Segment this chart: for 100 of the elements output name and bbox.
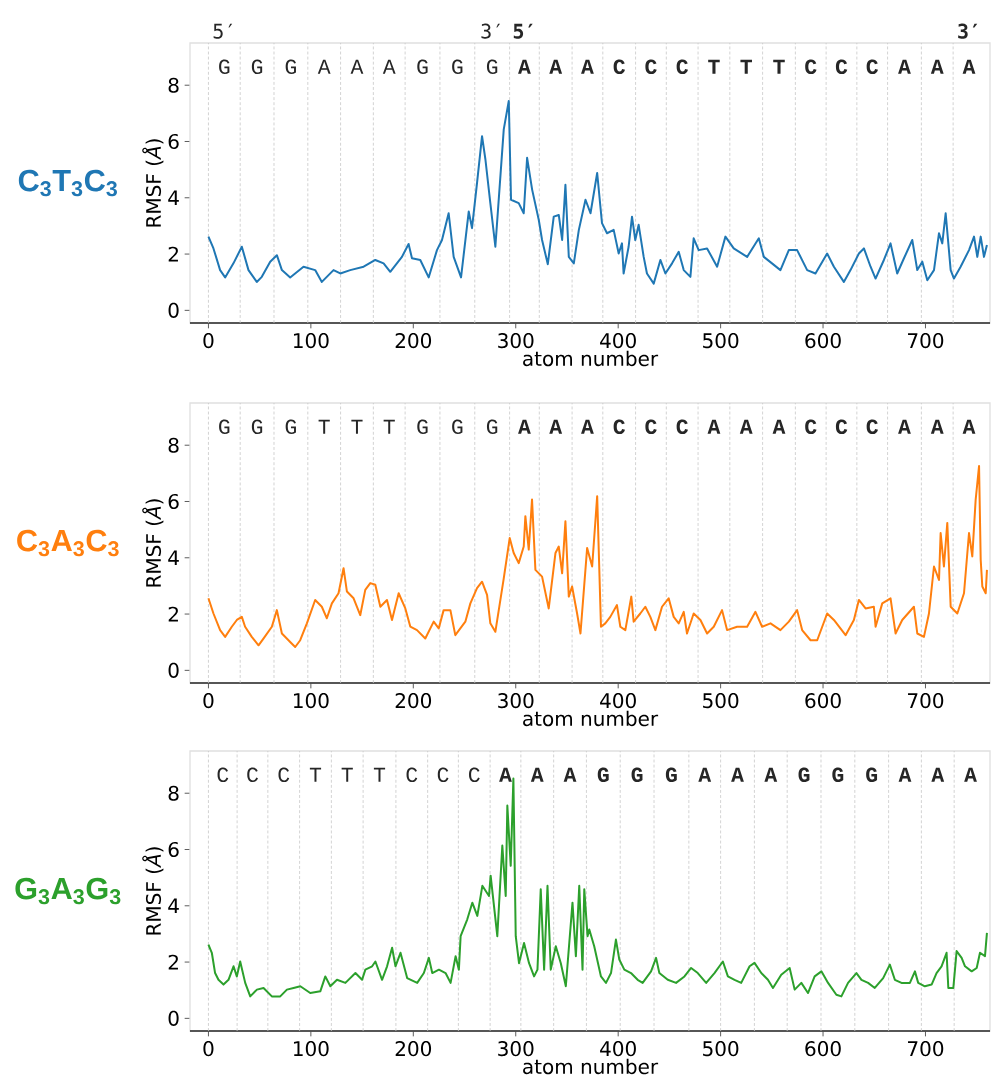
y-tick-label: 2 (168, 606, 178, 622)
annotation: A (898, 767, 912, 782)
x-tick-label: 400 (600, 333, 636, 349)
annotation: A (350, 59, 364, 74)
annotation: G (665, 767, 677, 783)
annotation: A (698, 767, 712, 782)
annotation: T (383, 419, 395, 434)
annotation: A (898, 59, 911, 74)
y-tick-label: 2 (168, 954, 178, 970)
x-tick-label: 0 (203, 333, 214, 349)
text: 5′ (213, 23, 233, 39)
x-tick-label: 300 (498, 1041, 534, 1057)
y-tick-label: 4 (168, 550, 179, 566)
x-tick-label: 100 (293, 1041, 329, 1057)
annotation: A (930, 419, 944, 434)
annotation: C (805, 419, 817, 435)
annotation: C (217, 767, 229, 783)
annotation: C (278, 767, 290, 783)
x-tick-label: 700 (908, 693, 944, 709)
annotation: T (351, 419, 363, 434)
x-tick-label: 100 (293, 333, 329, 349)
annotation: C (645, 419, 657, 435)
y-axis-title: RMSF (Å) (142, 139, 164, 227)
annotation: G (597, 767, 609, 783)
x-tick-label: 400 (600, 1041, 636, 1057)
annotation: G (798, 767, 810, 783)
text: C$_{3}$A$_{3}$C$_{3}$ (17, 529, 119, 557)
annotation: A (931, 767, 945, 782)
annotation: A (731, 767, 744, 782)
x-tick-label: 400 (600, 693, 636, 709)
annotation: G (832, 767, 844, 783)
y-tick-label: 6 (168, 133, 179, 150)
x-tick-label: 200 (395, 1041, 432, 1057)
annotation: A (549, 59, 563, 74)
annotation: C (613, 419, 626, 435)
x-tick-label: 200 (395, 333, 432, 349)
annotation: C (676, 419, 689, 435)
annotation: G (452, 59, 463, 75)
y-tick-label: 8 (168, 785, 179, 801)
annotation: C (247, 767, 258, 783)
annotation: G (631, 767, 643, 783)
annotation: A (739, 419, 753, 434)
annotation: T (708, 59, 720, 74)
annotation: G (219, 59, 230, 75)
x-axis-title: atom number (523, 710, 659, 727)
annotation: T (341, 767, 353, 782)
x-tick-label: 200 (395, 693, 432, 709)
annotation: A (499, 767, 512, 782)
annotation: C (866, 59, 879, 75)
y-axis-title: RMSF (Å) (142, 499, 164, 587)
annotation: G (417, 59, 428, 75)
annotation: T (773, 59, 785, 74)
annotation: T (740, 59, 752, 74)
annotation: C (613, 59, 626, 75)
annotation: A (317, 59, 331, 74)
annotation: G (486, 59, 498, 75)
annotation: C (437, 767, 449, 783)
annotation: A (707, 419, 721, 434)
annotation: C (469, 767, 480, 783)
annotation: C (805, 59, 817, 75)
annotation: A (962, 419, 976, 434)
annotation: G (452, 419, 463, 435)
x-tick-label: 700 (908, 1041, 944, 1057)
y-tick-label: 0 (168, 302, 179, 318)
annotation: C (406, 767, 418, 783)
annotation: A (930, 59, 944, 74)
annotation: C (866, 419, 879, 435)
annotation: A (772, 419, 786, 434)
x-tick-label: 0 (203, 693, 214, 709)
annotation: A (964, 767, 977, 782)
y-tick-label: 0 (168, 662, 179, 678)
y-tick-label: 6 (168, 841, 179, 858)
annotation: A (518, 59, 531, 74)
annotation: A (518, 419, 531, 434)
annotation: A (382, 59, 396, 74)
x-tick-label: 500 (703, 1041, 739, 1057)
annotation: A (962, 59, 976, 74)
line-series (207, 99, 988, 285)
y-axis-title: RMSF (Å) (142, 847, 164, 935)
x-axis-title: atom number (523, 350, 659, 367)
annotation: C (835, 59, 848, 75)
x-tick-label: 700 (908, 333, 944, 349)
annotation: A (898, 419, 911, 434)
x-tick-label: 300 (498, 333, 534, 349)
annotation: G (486, 419, 498, 435)
annotation: C (835, 419, 848, 435)
annotation: G (417, 419, 428, 435)
text: G$_{3}$A$_{3}$G$_{3}$ (15, 877, 121, 905)
y-tick-label: 4 (168, 190, 179, 206)
x-tick-label: 300 (498, 693, 534, 709)
x-tick-label: 600 (805, 333, 841, 349)
x-tick-label: 0 (203, 1041, 214, 1057)
annotation: T (373, 767, 386, 782)
annotation: C (676, 59, 689, 75)
annotation: A (581, 419, 594, 434)
y-tick-label: 2 (168, 246, 178, 262)
annotation: T (309, 767, 322, 782)
annotation: G (285, 419, 296, 435)
x-tick-label: 600 (805, 1041, 841, 1057)
x-axis-title: atom number (523, 1058, 659, 1075)
